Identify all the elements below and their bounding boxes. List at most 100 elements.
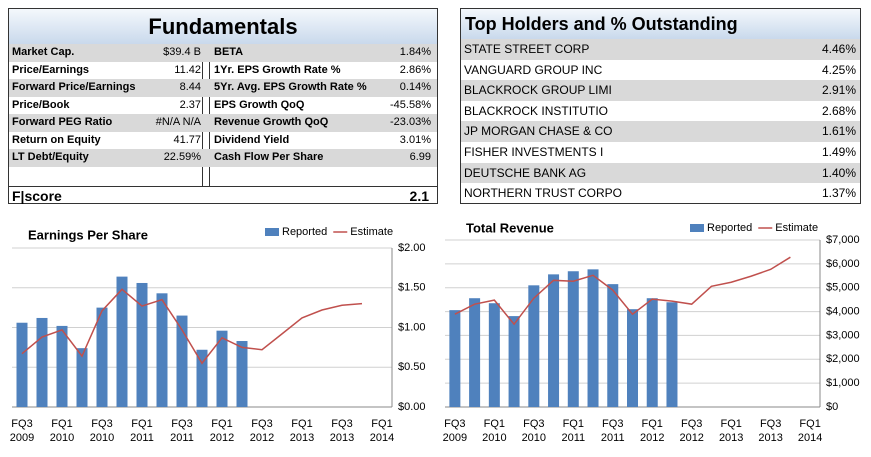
chart-title: Total Revenue xyxy=(466,220,554,235)
cell-label: BETA xyxy=(214,46,244,58)
legend-label: Reported xyxy=(707,222,752,234)
bar xyxy=(56,325,68,407)
holder-pct: 1.49% xyxy=(821,145,856,159)
bar xyxy=(176,315,188,407)
cell-value: 8.44 xyxy=(179,81,201,93)
x-tick-label: FQ1 2010 xyxy=(482,418,506,444)
bar xyxy=(216,330,228,407)
cell-label: Forward Price/Earnings xyxy=(12,81,136,93)
cell-label: Market Cap. xyxy=(12,46,75,58)
cell-label: Cash Flow Per Share xyxy=(214,151,324,163)
cell-label: LT Debt/Equity xyxy=(12,151,89,163)
cell-label: Return on Equity xyxy=(12,133,101,146)
y-tick-label: $0.00 xyxy=(398,401,426,413)
table-row: BLACKROCK GROUP LIMI 2.91% xyxy=(461,80,860,101)
bar xyxy=(76,348,88,407)
bar xyxy=(528,285,540,407)
bar xyxy=(567,271,579,407)
x-tick-label: FQ3 2009 xyxy=(10,418,34,444)
x-tick-label: FQ3 2011 xyxy=(601,418,625,444)
x-tick-label: FQ3 2010 xyxy=(522,418,546,444)
bar xyxy=(488,303,500,407)
holder-name: BLACKROCK INSTITUTIO xyxy=(464,103,609,118)
legend-label: Estimate xyxy=(350,226,393,238)
table-row: JP MORGAN CHASE & CO 1.61% xyxy=(461,121,860,142)
legend-label: Reported xyxy=(282,226,327,238)
table-row: Price/Earnings 11.42 1Yr. EPS Growth Rate … xyxy=(9,62,437,80)
cell-value: #N/A N/A xyxy=(155,116,201,128)
bar xyxy=(236,341,248,407)
y-tick-label: $4,000 xyxy=(826,305,860,317)
cell-label: 5Yr. Avg. EPS Growth Rate % xyxy=(214,81,367,93)
x-tick-label: FQ1 2014 xyxy=(370,418,394,444)
line xyxy=(454,256,791,326)
holder-pct: 4.46% xyxy=(821,42,856,56)
bar xyxy=(116,276,128,407)
table-row: STATE STREET CORP 4.46% xyxy=(461,39,860,60)
bar xyxy=(136,282,148,407)
holder-name: DEUTSCHE BANK AG xyxy=(464,165,587,180)
x-tick-label: FQ1 2011 xyxy=(130,418,154,444)
holders-panel: Top Holders and % Outstanding STATE STRE… xyxy=(460,8,861,204)
x-tick-label: FQ3 2009 xyxy=(443,418,467,444)
bar xyxy=(508,316,520,407)
cell-label: Forward PEG Ratio xyxy=(12,116,113,128)
holder-name: STATE STREET CORP xyxy=(464,42,590,56)
panel-title: Fundamentals xyxy=(9,9,437,45)
x-tick-label: FQ3 2012 xyxy=(250,418,274,444)
holder-name: VANGUARD GROUP INC xyxy=(464,62,603,77)
cell-value: 2.37 xyxy=(179,98,201,111)
cell-value: 3.01% xyxy=(399,133,431,146)
table-row: BLACKROCK INSTITUTIO 2.68% xyxy=(461,101,860,122)
line xyxy=(21,288,363,365)
legend-swatch xyxy=(265,228,279,236)
y-tick-label: $2,000 xyxy=(826,353,860,365)
cell-label: Dividend Yield xyxy=(214,133,290,146)
bar xyxy=(607,284,619,407)
cell-label: Price/Book xyxy=(12,98,70,111)
legend-label: Estimate xyxy=(775,222,818,234)
score-value: 2.1 xyxy=(409,188,429,204)
x-tick-label: FQ3 2010 xyxy=(90,418,114,444)
x-tick-label: FQ1 2011 xyxy=(561,418,585,444)
x-tick-label: FQ1 2012 xyxy=(640,418,664,444)
bar xyxy=(449,310,461,407)
y-tick-label: $1.50 xyxy=(398,282,426,294)
holder-name: BLACKROCK GROUP LIMI xyxy=(464,83,612,98)
y-tick-label: $3,000 xyxy=(826,329,860,341)
holder-name: FISHER INVESTMENTS I xyxy=(464,145,604,159)
cell-value: 22.59% xyxy=(163,151,201,163)
cell-label: EPS Growth QoQ xyxy=(214,98,305,111)
x-tick-label: FQ1 2013 xyxy=(719,418,743,444)
holder-pct: 2.68% xyxy=(821,103,856,118)
table-row: Price/Book 2.37 EPS Growth QoQ -45.58% xyxy=(9,97,437,115)
table-row: Return on Equity 41.77 Dividend Yield 3.01% xyxy=(9,132,437,150)
y-tick-label: $6,000 xyxy=(826,258,860,270)
holder-pct: 4.25% xyxy=(821,62,856,77)
x-tick-label: FQ3 2013 xyxy=(330,418,354,444)
holder-pct: 1.61% xyxy=(821,124,856,139)
legend-swatch xyxy=(690,224,704,232)
cell-value: $39.4 B xyxy=(163,46,201,58)
cell-label: 1Yr. EPS Growth Rate % xyxy=(214,63,341,76)
cell-value: 11.42 xyxy=(174,63,201,76)
cell-value: -45.58% xyxy=(390,98,431,111)
bar xyxy=(646,298,658,407)
fundamentals-panel: Fundamentals F|score 2.1 Market Cap. $39.… xyxy=(8,8,438,204)
bar xyxy=(156,293,168,407)
score-label: F|score xyxy=(12,188,62,204)
bar xyxy=(96,307,108,407)
panel-title: Top Holders and % Outstanding xyxy=(461,9,860,40)
bar xyxy=(469,298,481,407)
bar xyxy=(36,317,48,407)
holder-pct: 2.91% xyxy=(821,83,856,98)
y-tick-label: $1.00 xyxy=(398,321,426,333)
x-tick-label: FQ1 2010 xyxy=(50,418,74,444)
table-row: Forward PEG Ratio #N/A N/A Revenue Growth … xyxy=(9,114,437,132)
bar xyxy=(627,309,638,407)
y-tick-label: $0.50 xyxy=(398,361,426,373)
x-tick-label: FQ3 2013 xyxy=(758,418,782,444)
x-tick-label: FQ1 2012 xyxy=(210,418,234,444)
x-tick-label: FQ3 2012 xyxy=(679,418,703,444)
